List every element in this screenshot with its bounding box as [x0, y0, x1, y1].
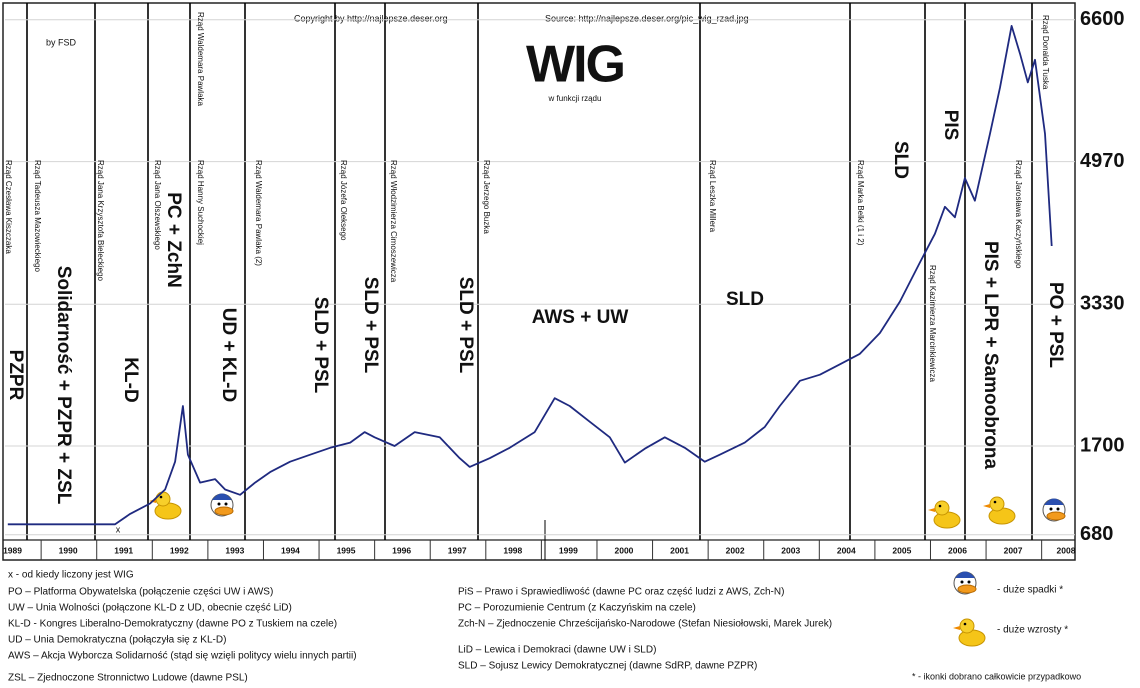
- government-label: Rząd Hanny Suchockiej: [196, 160, 205, 245]
- rise-icon: [952, 618, 986, 647]
- x-tick-label: 1990: [59, 545, 78, 555]
- x-tick-label: 2002: [726, 545, 745, 555]
- x-tick-label: 1992: [170, 545, 189, 555]
- coalition-label: SLD + PSL: [360, 277, 381, 374]
- government-label: Rząd Tadeusza Mazowieckiego: [33, 160, 42, 272]
- start-marker: x: [116, 524, 121, 534]
- icon-footnote: * - ikonki dobrano całkowicie przypadkow…: [912, 671, 1081, 681]
- x-tick-label: 2004: [837, 545, 856, 555]
- legend-note: ZSL – Zjednoczone Stronnictwo Ludowe (da…: [8, 673, 248, 684]
- copyright: Copyright by http://najlepsze.deser.org: [294, 13, 448, 23]
- legend-note: PC – Porozumienie Centrum (z Kaczyńskim …: [458, 603, 696, 614]
- plot-frame: [2, 2, 1076, 561]
- coalition-label: Solidarność + PZPR + ZSL: [53, 266, 74, 505]
- source: Source: http://najlepsze.deser.org/pic_w…: [545, 13, 749, 23]
- period-lines: [26, 3, 1033, 560]
- icon-legend-rises: - duże wzrosty *: [997, 625, 1068, 636]
- legend-note: Zch-N – Zjednoczenie Chrześcijańsko-Naro…: [458, 619, 832, 630]
- legend-note: KL-D - Kongres Liberalno-Demokratyczny (…: [8, 619, 337, 630]
- x-tick-label: 2005: [892, 545, 911, 555]
- x-tick-label: 2006: [948, 545, 967, 555]
- coalition-label: SLD: [726, 289, 764, 310]
- legend-note: UW – Unia Wolności (połączone KL-D z UD,…: [8, 603, 292, 614]
- coalition-label: PIS: [940, 110, 961, 141]
- wig-line: [7, 25, 1053, 526]
- x-tick-label: 1996: [392, 545, 411, 555]
- fall-icon: [953, 571, 977, 595]
- government-label: Rząd Marka Belki (1 i 2): [856, 160, 865, 246]
- government-label: Rząd Jerzego Buzka: [482, 160, 491, 234]
- government-label: Rząd Leszka Millera: [708, 160, 717, 233]
- fall-icon: [1042, 498, 1066, 522]
- government-label: Rząd Czesława Kiszczaka: [4, 160, 13, 254]
- government-label: Rząd Józefa Oleksego: [339, 160, 348, 241]
- government-label: Rząd Donalda Tuska: [1041, 15, 1050, 90]
- coalition-label: SLD + PSL: [455, 277, 476, 374]
- government-label: Rząd Waldemara Pawlaka: [196, 12, 205, 107]
- government-label: Rząd Włodzimierza Cimoszewicza: [389, 160, 398, 283]
- government-label: Rząd Jarosława Kaczyńskiego: [1014, 160, 1023, 269]
- government-label: Rząd Jana Olszewskiego: [153, 160, 162, 250]
- legend-note: UD – Unia Demokratyczna (połączyła się z…: [8, 635, 226, 646]
- x-tick-label: 2000: [615, 545, 634, 555]
- legend-note: SLD – Sojusz Lewicy Demokratycznej (dawn…: [458, 661, 757, 672]
- legend-note: LiD – Lewica i Demokraci (dawne UW i SLD…: [458, 645, 656, 656]
- coalition-label: UD + KL-D: [218, 308, 239, 402]
- y-tick-label: 680: [1080, 523, 1113, 545]
- coalition-label: SLD + PSL: [310, 297, 331, 394]
- chart-title: WIG: [526, 36, 624, 94]
- icon-legend-falls: - duże spadki *: [997, 585, 1063, 596]
- legend-note: PO – Platforma Obywatelska (połączenie c…: [8, 587, 273, 598]
- legend-note: PiS – Prawo i Sprawiedliwość (dawne PC o…: [458, 587, 784, 598]
- government-label: Rząd Jana Krzysztofa Bieleckiego: [96, 160, 105, 282]
- y-tick-label: 6600: [1080, 8, 1125, 30]
- x-tick-label: 1998: [503, 545, 522, 555]
- author: by FSD: [46, 37, 77, 47]
- coalition-label: AWS + UW: [532, 307, 629, 328]
- coalition-label: KL-D: [120, 357, 141, 402]
- fall-icon: [210, 493, 234, 517]
- government-label: Rząd Kazimierza Marcinkiewicza: [928, 265, 937, 382]
- x-tick-label: 1989: [3, 545, 22, 555]
- x-tick-label: 2008: [1057, 545, 1076, 555]
- y-tick-label: 3330: [1080, 293, 1125, 315]
- x-tick-label: 1999: [559, 545, 578, 555]
- x-tick-label: 1997: [448, 545, 467, 555]
- legend-note: x - od kiedy liczony jest WIG: [8, 570, 134, 581]
- y-tick-label: 1700: [1080, 434, 1125, 456]
- x-tick-label: 1991: [114, 545, 133, 555]
- legend-note: AWS – Akcja Wyborcza Solidarność (stąd s…: [8, 651, 357, 662]
- x-tick-label: 2001: [670, 545, 689, 555]
- coalition-label: PIS + LPR + Samoobrona: [980, 241, 1001, 469]
- x-tick-label: 1993: [225, 545, 244, 555]
- coalition-label: PO + PSL: [1045, 282, 1066, 368]
- coalition-label: SLD: [890, 141, 911, 179]
- chart-subtitle: w funkcji rządu: [548, 94, 602, 103]
- x-tick-label: 2007: [1004, 545, 1023, 555]
- y-tick-label: 4970: [1080, 150, 1125, 172]
- x-tick-label: 1994: [281, 545, 300, 555]
- x-tick-label: 2003: [781, 545, 800, 555]
- coalition-label: PC + ZchN: [163, 192, 184, 288]
- government-label: Rząd Waldemara Pawlaka (2): [254, 160, 263, 266]
- coalition-label: PZPR: [5, 350, 26, 401]
- x-tick-label: 1995: [337, 545, 356, 555]
